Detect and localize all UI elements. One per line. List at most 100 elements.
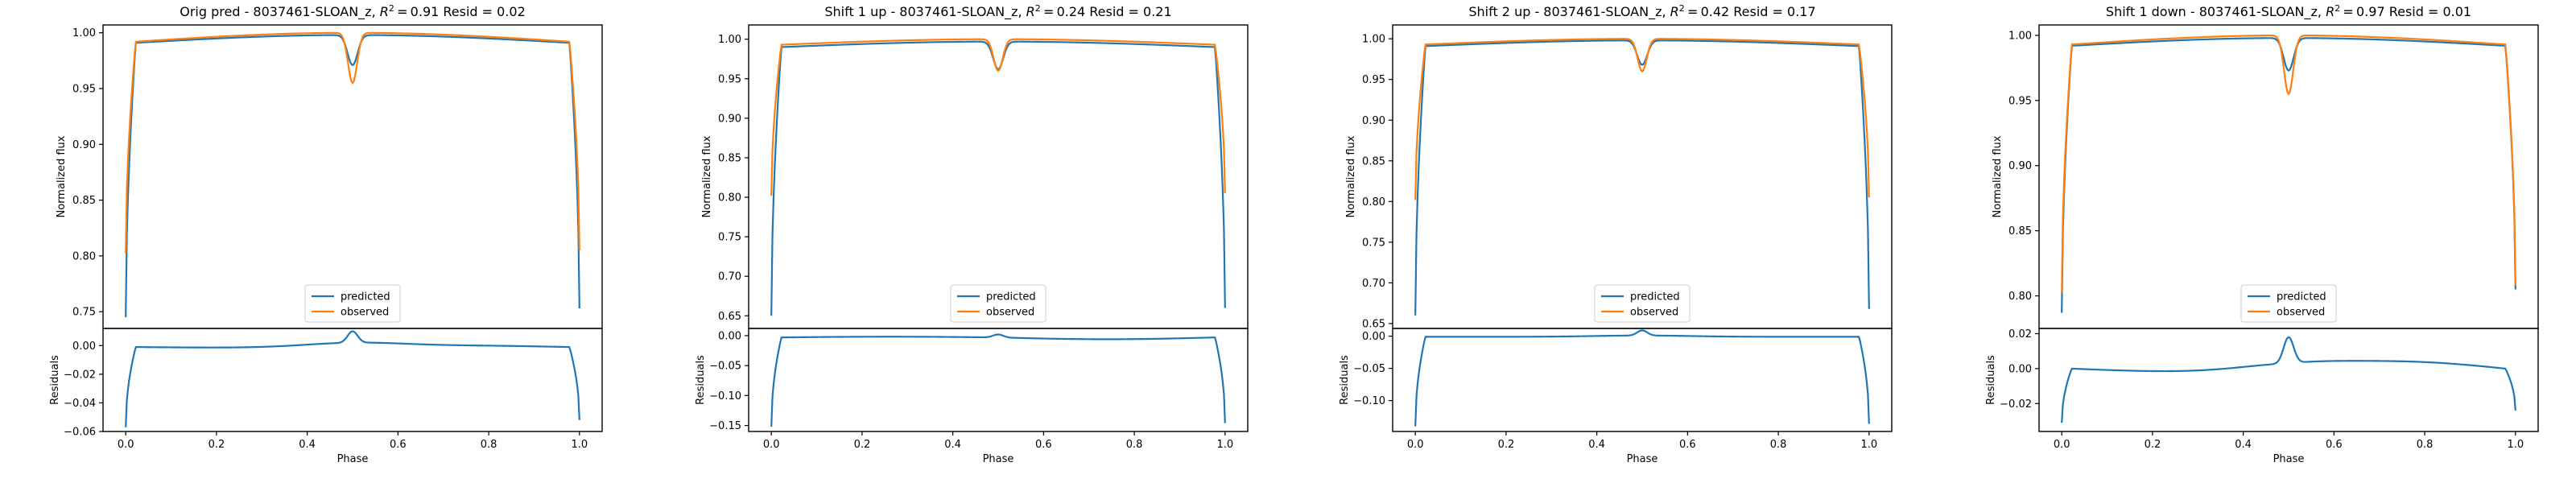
title-equals: = [1041,4,1057,19]
y-tick-label: 0.95 [718,73,741,85]
residual-line [125,330,580,427]
chart-panel-4: Shift 1 down - 8037461-SLOAN_z, R2 = 0.9… [1985,3,2539,465]
residual-y-tick-label: −0.02 [2000,398,2032,411]
y-tick-label: 1.00 [1362,34,1385,46]
legend: predicted observed [1594,284,1690,323]
title-prefix: Shift 1 up - 8037461-SLOAN_z, [824,4,1026,20]
y-tick-label: 0.95 [2008,95,2032,107]
x-tick-label: 0.8 [2417,439,2434,451]
title-prefix: Shift 1 down - 8037461-SLOAN_z, [2106,4,2326,20]
x-tick-label: 0.0 [2054,439,2070,451]
chart-title: Shift 2 up - 8037461-SLOAN_z, R2 = 0.42 … [1468,3,1815,21]
legend-label-predicted: predicted [986,291,1036,303]
title-equals: = [394,4,411,19]
legend-label-observed: observed [2277,307,2325,319]
title-superscript: 2 [1035,3,1041,14]
title-r2-value: 0.91 [411,4,440,19]
bottom-axes-frame [2038,328,2539,432]
x-tick-label: 0.6 [2326,439,2343,451]
title-prefix: Orig pred - 8037461-SLOAN_z, [180,4,380,20]
residual-y-tick-label: 0.02 [2008,328,2032,341]
residual-y-tick-label: −0.10 [709,390,741,402]
legend-box [950,284,1046,323]
x-tick-label: 0.4 [944,439,961,451]
legend-label-observed: observed [986,307,1034,319]
y-tick-label: 0.95 [1362,74,1385,86]
residual-y-axis-label: Residuals [1985,355,1997,405]
title-equals: = [2340,4,2356,19]
residual-y-axis-label: Residuals [1339,355,1351,405]
series-line-predicted [2061,37,2516,313]
series-line-predicted [1414,39,1870,316]
series-line-predicted [770,40,1226,316]
title-r2-value: 0.97 [2356,4,2385,19]
title-resid-value: 0.02 [497,4,526,19]
x-axis-label: Phase [1627,453,1658,465]
y-tick-label: 0.90 [72,139,96,151]
chart-panel-3: Shift 2 up - 8037461-SLOAN_z, R2 = 0.42 … [1339,3,1893,465]
title-resid-label: Resid = [1729,4,1787,19]
residual-y-axis-label: Residuals [695,355,707,405]
y-tick-label: 0.80 [72,250,96,262]
y-tick-label: 0.70 [1362,278,1385,290]
title-prefix: Shift 2 up - 8037461-SLOAN_z, [1468,4,1670,20]
x-axis-label: Phase [2273,453,2305,465]
residual-line [2061,336,2516,423]
residual-y-axis-label: Residuals [49,355,61,405]
title-superscript: 2 [1679,3,1685,14]
residual-y-tick-label: −0.10 [1353,395,1385,407]
x-tick-label: 1.0 [1860,439,1877,451]
bottom-axes-frame [748,328,1249,432]
x-tick-label: 0.2 [1498,439,1515,451]
series-line-observed [1414,38,1870,200]
series-line-observed [770,38,1226,196]
x-tick-label: 0.0 [1407,439,1424,451]
x-tick-label: 0.2 [208,439,225,451]
residual-y-tick-label: 0.00 [1362,331,1385,343]
x-tick-label: 0.8 [1770,439,1787,451]
legend: predicted observed [2240,284,2337,323]
title-superscript: 2 [389,3,394,14]
y-tick-label: 0.85 [718,152,741,164]
x-tick-label: 1.0 [571,439,588,451]
y-tick-label: 0.70 [718,271,741,283]
x-tick-label: 0.2 [854,439,871,451]
top-axes-frame [102,24,603,329]
title-r-symbol: R [2326,4,2334,19]
x-tick-label: 0.8 [481,439,497,451]
title-resid-value: 0.01 [2442,4,2471,19]
legend-label-predicted: predicted [1630,291,1680,303]
x-tick-label: 0.4 [2235,439,2252,451]
chart-panel-1: Orig pred - 8037461-SLOAN_z, R2 = 0.91 R… [49,3,603,465]
title-superscript: 2 [2334,3,2340,14]
y-axis-label: Normalized flux [56,135,68,217]
y-tick-label: 0.90 [2008,160,2032,172]
y-tick-label: 0.90 [718,113,741,125]
title-r-symbol: R [1670,4,1679,19]
y-tick-label: 0.95 [72,84,96,96]
residual-y-tick-label: −0.04 [64,398,96,410]
chart-title: Shift 1 down - 8037461-SLOAN_z, R2 = 0.9… [2106,3,2471,21]
title-r2-value: 0.42 [1701,4,1730,19]
y-tick-label: 0.65 [1362,318,1385,330]
residual-y-tick-label: 0.00 [72,341,96,353]
legend-label-predicted: predicted [2277,291,2326,303]
y-tick-label: 0.80 [1362,196,1385,208]
x-tick-label: 0.0 [763,439,780,451]
title-r-symbol: R [380,4,389,19]
title-r-symbol: R [1026,4,1035,19]
residual-line [770,333,1226,427]
residual-y-tick-label: −0.15 [709,420,741,432]
legend-box [1594,284,1690,323]
y-tick-label: 1.00 [2008,30,2032,42]
y-axis-label: Normalized flux [701,135,713,217]
title-resid-value: 0.17 [1787,4,1816,19]
x-tick-label: 0.4 [299,439,316,451]
y-tick-label: 0.85 [72,195,96,207]
residual-y-tick-label: 0.00 [718,330,741,342]
x-tick-label: 0.4 [1588,439,1605,451]
x-tick-label: 0.8 [1126,439,1143,451]
legend: predicted observed [304,284,401,323]
x-tick-label: 1.0 [2507,439,2524,451]
